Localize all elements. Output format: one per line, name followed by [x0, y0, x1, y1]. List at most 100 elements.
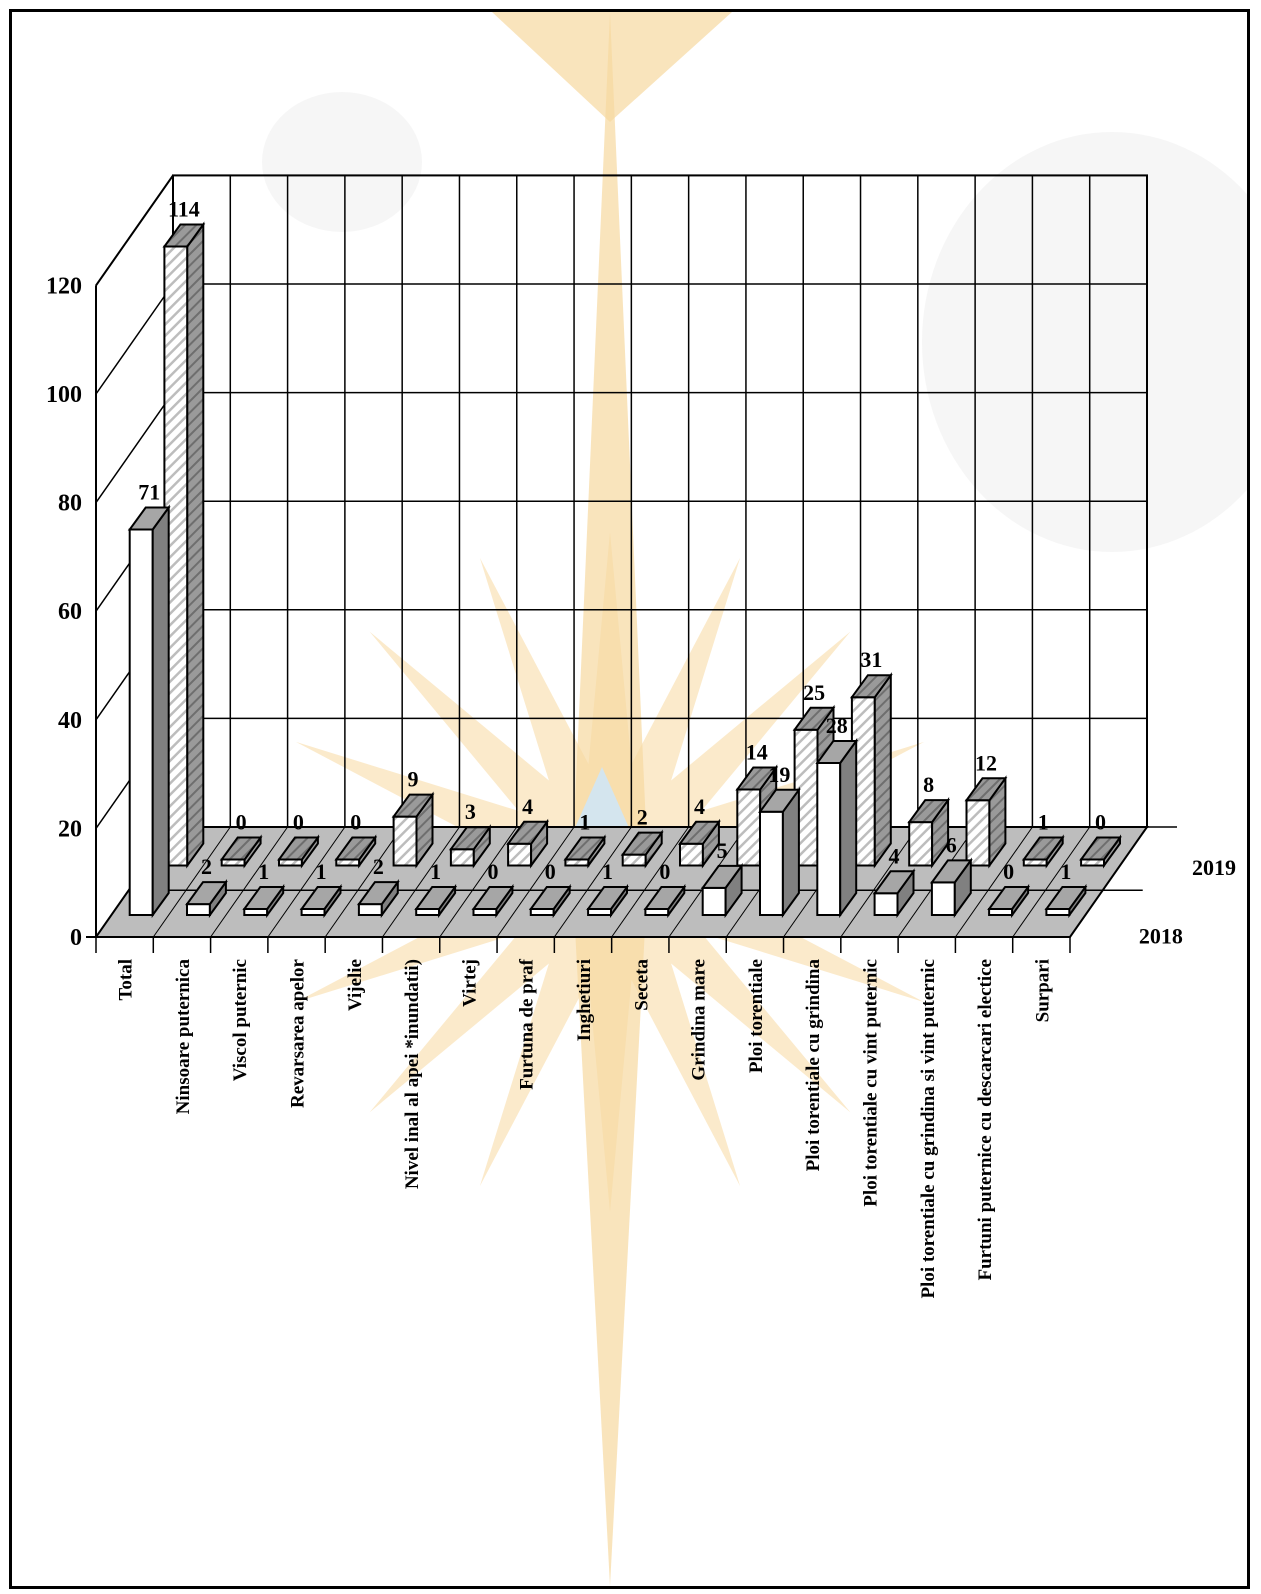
floor-gridline [496, 826, 575, 938]
data-label-2019: 12 [975, 750, 997, 775]
data-label-2019: 4 [522, 794, 533, 819]
bar-front-face [128, 528, 154, 916]
data-label-2019: 1 [1038, 810, 1049, 835]
bar-2019-2 [277, 834, 320, 869]
bar-front-face [392, 815, 418, 867]
bar-2018-3 [299, 883, 343, 919]
bar-top-face [929, 859, 973, 884]
side-wall-gridline [95, 283, 174, 395]
bar-2018-16 [1044, 883, 1088, 919]
x-tick-label: Revarsarea apelor [288, 958, 309, 1108]
y-tick-label: 80 [58, 491, 82, 517]
bar-top-face [815, 740, 859, 764]
bar-2018-15 [987, 883, 1031, 919]
bar-top-face [987, 886, 1031, 910]
x-tick-label: Furtuna de praf [517, 958, 538, 1090]
bar-2018-12 [815, 737, 859, 919]
x-tick-label: Ploi torentiale cu vint puternic [860, 959, 881, 1207]
chart-3d-bar: 1147102010192314010214014525193128841261… [46, 12, 1247, 1586]
bar-side-face [839, 737, 858, 919]
y-tick-label: 120 [46, 273, 82, 299]
data-label-2019: 0 [293, 810, 304, 835]
data-label-2018: 0 [545, 859, 556, 884]
x-tick-label: Ninsoare puternica [173, 959, 194, 1115]
floor-gridline [1012, 826, 1091, 938]
bar-2019-15 [1021, 834, 1065, 869]
bar-top-face [528, 886, 572, 910]
floor-gridline [611, 826, 690, 938]
data-label-2019: 3 [465, 799, 476, 824]
bar-front-face [186, 903, 211, 916]
data-label-2018: 0 [487, 859, 498, 884]
bar-top-face [792, 706, 836, 731]
floor-gridline [210, 826, 288, 938]
x-tick-label: Ploi torentiale cu grindina [803, 959, 824, 1172]
bar-front-face [701, 886, 727, 916]
y-tick-label: 40 [58, 708, 82, 734]
x-tick-label: Virtej [459, 959, 480, 1007]
x-tick-label: Furtuni puternice cu descarcari electice [975, 959, 996, 1281]
bar-2019-4 [391, 791, 435, 869]
data-label-2019: 1 [579, 810, 590, 835]
bar-front-face [930, 881, 956, 916]
watermark-top-ray [492, 12, 732, 122]
bar-2018-9 [643, 883, 687, 919]
x-tick-label: Surpari [1032, 959, 1053, 1022]
bar-2019-5 [448, 824, 492, 869]
bar-2018-13 [872, 868, 916, 919]
y-tick-label: 20 [58, 816, 82, 842]
bar-top-face [758, 788, 801, 813]
bar-2018-6 [471, 883, 515, 919]
bar-2019-8 [620, 829, 664, 869]
data-label-2018: 0 [1003, 859, 1014, 884]
data-label-2019: 0 [350, 810, 361, 835]
bar-top-face [506, 820, 550, 845]
data-label-2019: 0 [236, 810, 247, 835]
bar-top-face [643, 886, 687, 910]
bar-top-face [356, 881, 400, 906]
data-label-2019: 4 [694, 794, 705, 819]
bar-2018-1 [185, 879, 228, 919]
bar-2019-9 [678, 818, 721, 869]
side-wall-gridline [95, 392, 174, 504]
data-label-2019: 9 [408, 767, 419, 792]
bar-side-face [151, 504, 170, 919]
bar-2019-12 [849, 672, 893, 869]
floor-gridline [840, 826, 919, 938]
bar-2018-2 [242, 883, 286, 919]
bar-front-face [679, 842, 704, 867]
bar-top-face [185, 881, 228, 906]
x-tick-label: Total [116, 959, 137, 1001]
data-label-2019: 0 [1095, 810, 1106, 835]
data-label-2018: 71 [138, 479, 160, 504]
side-wall-top-edge [95, 174, 174, 286]
bar-top-face [299, 886, 343, 910]
bar-side-face [186, 221, 205, 869]
bar-top-face [242, 886, 286, 910]
floor-gridline [324, 826, 403, 938]
data-label-2018: 0 [659, 859, 670, 884]
watermark-right-leaf [922, 132, 1247, 552]
bar-front-face [873, 892, 899, 916]
bar-2019-16 [1079, 834, 1122, 869]
floor-gridline [439, 826, 518, 938]
bar-top-face [907, 799, 951, 824]
bar-2018-4 [356, 879, 400, 919]
y-tick-label: 100 [46, 382, 82, 408]
bar-front-face [357, 903, 383, 916]
x-tick-label: Ploi torentiale cu grindina si vint pute… [918, 959, 939, 1299]
bar-front-face [965, 799, 991, 867]
bar-front-face [507, 842, 533, 867]
x-tick-label: Inghetiuri [574, 959, 595, 1041]
data-label-2018: 1 [258, 859, 269, 884]
y-tick-label: 60 [58, 599, 82, 625]
bar-2019-13 [907, 797, 951, 869]
bar-top-face [620, 831, 664, 856]
bar-2019-6 [506, 818, 550, 869]
data-label-2018: 1 [1060, 859, 1071, 884]
bar-top-face [414, 886, 458, 910]
chart-frame: 114 71 0 2 0 1 0 1 9 2 3 1 4 0 1 0 2 1 4 0 14 5 25 19 31 28 8 4 12 6 1… [9, 9, 1250, 1589]
bar-top-face [391, 793, 435, 818]
data-label-2018: 19 [768, 762, 790, 787]
data-label-2018: 6 [946, 832, 957, 857]
